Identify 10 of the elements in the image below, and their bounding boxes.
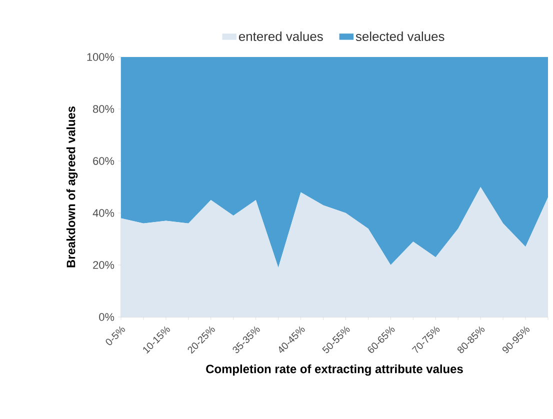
legend-label: selected values — [356, 32, 444, 42]
y-tick-label: 80% — [93, 105, 114, 113]
y-tick-label: 60% — [93, 157, 114, 165]
y-axis-title: Breakdown of agreed values — [66, 106, 78, 268]
x-axis-title: Completion rate of extracting attribute values — [206, 364, 463, 376]
y-tick-label: 100% — [87, 53, 114, 61]
legend-label: entered values — [238, 32, 323, 42]
y-tick-label: 20% — [93, 261, 114, 269]
y-tick-label: 40% — [92, 209, 114, 217]
y-tick-label: 0% — [99, 313, 114, 321]
